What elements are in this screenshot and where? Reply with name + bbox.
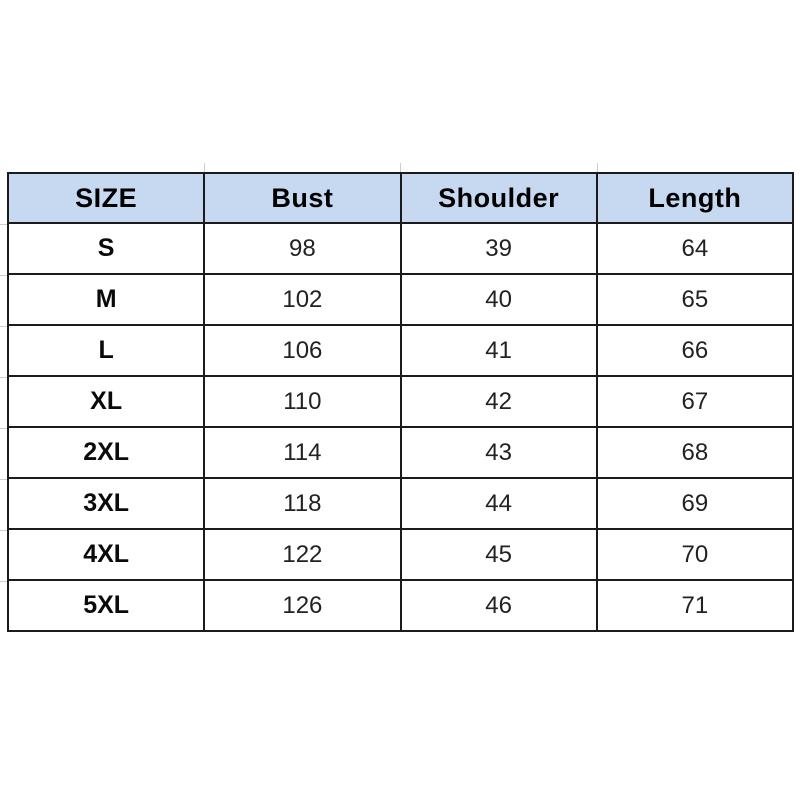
column-header-shoulder: Shoulder — [399, 172, 598, 224]
table-row: 4XL 122 45 70 — [6, 528, 795, 581]
size-chart: SIZE Bust Shoulder Length S 98 39 64 M 1… — [6, 172, 795, 632]
size-cell: 5XL — [6, 579, 206, 632]
size-cell: 2XL — [6, 426, 206, 479]
value-cell: 39 — [399, 222, 598, 275]
value-cell: 106 — [203, 324, 402, 377]
size-cell: L — [6, 324, 206, 377]
value-cell: 114 — [203, 426, 402, 479]
table-row: 2XL 114 43 68 — [6, 426, 795, 479]
value-cell: 66 — [595, 324, 795, 377]
value-cell: 68 — [595, 426, 795, 479]
table-row: 5XL 126 46 71 — [6, 579, 795, 632]
gridline-stub — [0, 224, 7, 225]
value-cell: 69 — [595, 477, 795, 530]
value-cell: 102 — [203, 273, 402, 326]
size-cell: S — [6, 222, 206, 275]
value-cell: 118 — [203, 477, 402, 530]
value-cell: 71 — [595, 579, 795, 632]
column-header-length: Length — [595, 172, 795, 224]
size-cell: 3XL — [6, 477, 206, 530]
table-row: S 98 39 64 — [6, 222, 795, 275]
table-row: XL 110 42 67 — [6, 375, 795, 428]
table-row: L 106 41 66 — [6, 324, 795, 377]
gridline-stub — [0, 326, 7, 327]
gridline-stub — [400, 163, 401, 172]
table-row: 3XL 118 44 69 — [6, 477, 795, 530]
gridline-stub — [0, 428, 7, 429]
size-cell: 4XL — [6, 528, 206, 581]
gridline-stub — [597, 163, 598, 172]
value-cell: 40 — [399, 273, 598, 326]
gridline-stub — [204, 163, 205, 172]
table-row: M 102 40 65 — [6, 273, 795, 326]
gridline-stub — [0, 530, 7, 531]
value-cell: 65 — [595, 273, 795, 326]
value-cell: 122 — [203, 528, 402, 581]
value-cell: 110 — [203, 375, 402, 428]
column-header-size: SIZE — [6, 172, 206, 224]
value-cell: 46 — [399, 579, 598, 632]
value-cell: 43 — [399, 426, 598, 479]
size-chart-table: SIZE Bust Shoulder Length S 98 39 64 M 1… — [6, 172, 795, 632]
value-cell: 126 — [203, 579, 402, 632]
value-cell: 64 — [595, 222, 795, 275]
size-cell: M — [6, 273, 206, 326]
value-cell: 98 — [203, 222, 402, 275]
value-cell: 41 — [399, 324, 598, 377]
value-cell: 45 — [399, 528, 598, 581]
gridline-stub — [0, 581, 7, 582]
header-row: SIZE Bust Shoulder Length — [6, 172, 795, 224]
gridline-stub — [0, 275, 7, 276]
gridline-stub — [0, 377, 7, 378]
value-cell: 44 — [399, 477, 598, 530]
value-cell: 42 — [399, 375, 598, 428]
gridline-stub — [0, 479, 7, 480]
size-cell: XL — [6, 375, 206, 428]
column-header-bust: Bust — [203, 172, 402, 224]
value-cell: 67 — [595, 375, 795, 428]
value-cell: 70 — [595, 528, 795, 581]
